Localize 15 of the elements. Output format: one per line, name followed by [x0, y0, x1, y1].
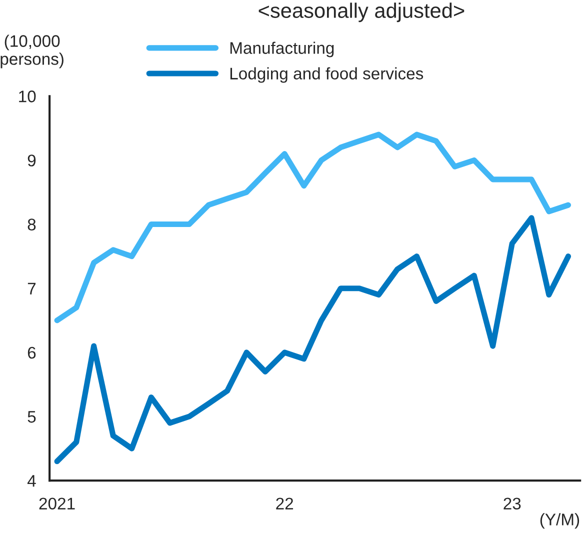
y-tick-label: 10 — [19, 90, 36, 102]
y-tick-label: 9 — [28, 154, 36, 166]
chart-title: <seasonally adjusted> — [258, 2, 464, 22]
x-tick-label: 23 — [504, 498, 521, 510]
y-tick-label: 6 — [28, 346, 36, 359]
y-tick-label: 4 — [27, 475, 36, 487]
y-tick-label: 7 — [28, 282, 36, 294]
legend-label: Lodging and food services — [230, 67, 424, 83]
legend-label: Manufacturing — [230, 42, 334, 58]
x-tick-label: 22 — [276, 498, 294, 510]
y-axis-title: (10,000 persons) — [0, 34, 64, 68]
x-axis-title: (Y/M) — [540, 513, 580, 529]
x-tick-label: 2021 — [39, 498, 75, 510]
y-tick-label: 8 — [28, 218, 36, 230]
y-tick-label: 5 — [28, 411, 36, 423]
